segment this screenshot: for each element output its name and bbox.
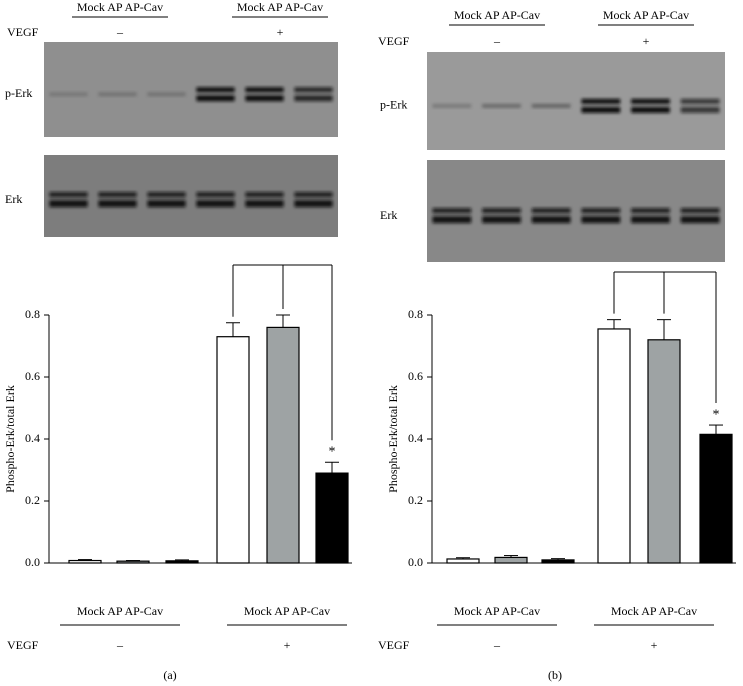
- blot-band: [196, 192, 235, 198]
- significance-mark: *: [329, 444, 336, 459]
- blot-band: [680, 208, 720, 214]
- group-label: Mock AP AP-Cav: [611, 604, 697, 618]
- blot-band: [147, 192, 186, 198]
- blot-band: [631, 98, 670, 104]
- bar: [68, 559, 102, 564]
- blot-treatment-label: VEGF: [378, 34, 410, 48]
- y-tick-label: 0.4: [25, 431, 40, 445]
- blot-band: [631, 208, 670, 214]
- blot-band: [531, 216, 571, 224]
- blot-band: [581, 106, 621, 113]
- blot-band: [147, 92, 186, 97]
- blot-band: [196, 95, 235, 102]
- blot-band: [294, 192, 333, 198]
- treatment-label: VEGF: [7, 638, 39, 652]
- blot-band: [98, 200, 137, 208]
- blot-band: [49, 200, 88, 208]
- blot-band: [432, 208, 472, 214]
- blot-band: [581, 216, 621, 224]
- blot-band: [245, 200, 284, 208]
- treatment-sign: +: [651, 638, 658, 652]
- y-tick-label: 0.0: [25, 555, 40, 569]
- bar: [266, 326, 300, 564]
- blot-row-label: p-Erk: [380, 98, 407, 112]
- treatment-sign: +: [284, 638, 291, 652]
- bar: [647, 339, 681, 564]
- y-tick-label: 0.8: [408, 307, 423, 321]
- blot-band: [482, 208, 521, 214]
- blot-band: [581, 208, 621, 214]
- blot-band: [147, 200, 186, 208]
- blot-treatment-sign: +: [643, 34, 650, 48]
- y-tick-label: 0.6: [25, 369, 40, 383]
- blot-group-label: Mock AP AP-Cav: [454, 8, 540, 22]
- panel-label: (b): [548, 668, 562, 682]
- blot-band: [245, 87, 284, 93]
- blot-treatment-sign: –: [493, 34, 501, 48]
- blot-band: [531, 103, 571, 108]
- blot-image: [427, 52, 725, 150]
- bar: [699, 433, 733, 564]
- y-axis-title: Phospho-Erk/total Erk: [386, 385, 400, 493]
- blot-band: [294, 95, 333, 102]
- bar: [165, 560, 199, 564]
- bar: [597, 328, 631, 564]
- blot-row-label: p-Erk: [5, 86, 32, 100]
- y-tick-label: 0.6: [408, 369, 423, 383]
- treatment-label: VEGF: [378, 638, 410, 652]
- blot-band: [196, 200, 235, 208]
- blot-band: [49, 192, 88, 198]
- blot-band: [49, 92, 88, 97]
- blot-band: [581, 98, 621, 104]
- blot-band: [680, 216, 720, 224]
- group-label: Mock AP AP-Cav: [77, 604, 163, 618]
- bar: [541, 559, 575, 564]
- blot-band: [432, 103, 472, 108]
- blot-band: [245, 192, 284, 198]
- panel-label: (a): [163, 668, 176, 682]
- y-tick-label: 0.8: [25, 307, 40, 321]
- blot-group-label: Mock AP AP-Cav: [77, 0, 163, 14]
- blot-treatment-sign: +: [277, 25, 284, 39]
- blot-band: [482, 103, 521, 108]
- blot-treatment-label: VEGF: [7, 25, 39, 39]
- blot-row-label: Erk: [380, 208, 397, 222]
- bar: [116, 560, 150, 564]
- y-axis-title: Phospho-Erk/total Erk: [3, 385, 17, 493]
- blot-group-label: Mock AP AP-Cav: [237, 0, 323, 14]
- blot-band: [482, 216, 521, 224]
- blot-image: [44, 155, 338, 237]
- blot-band: [531, 208, 571, 214]
- y-tick-label: 0.2: [408, 493, 423, 507]
- treatment-sign: –: [493, 638, 501, 652]
- blot-band: [631, 106, 670, 113]
- blot-band: [98, 192, 137, 198]
- bar: [216, 336, 250, 564]
- blot-image: [44, 42, 338, 137]
- blot-band: [680, 98, 720, 104]
- significance-mark: *: [713, 407, 720, 422]
- bar: [315, 472, 349, 564]
- blot-band: [245, 95, 284, 102]
- blot-image: [427, 160, 725, 262]
- blot-row-label: Erk: [5, 192, 22, 206]
- bar: [494, 556, 528, 564]
- bar: [446, 558, 480, 564]
- blot-band: [294, 200, 333, 208]
- blot-treatment-sign: –: [116, 25, 124, 39]
- y-tick-label: 0.4: [408, 431, 423, 445]
- group-label: Mock AP AP-Cav: [244, 604, 330, 618]
- y-tick-label: 0.0: [408, 555, 423, 569]
- blot-band: [294, 87, 333, 93]
- group-label: Mock AP AP-Cav: [454, 604, 540, 618]
- blot-band: [631, 216, 670, 224]
- blot-band: [432, 216, 472, 224]
- blot-band: [196, 87, 235, 93]
- blot-group-label: Mock AP AP-Cav: [603, 8, 689, 22]
- treatment-sign: –: [116, 638, 124, 652]
- blot-band: [98, 92, 137, 97]
- blot-band: [680, 106, 720, 113]
- y-tick-label: 0.2: [25, 493, 40, 507]
